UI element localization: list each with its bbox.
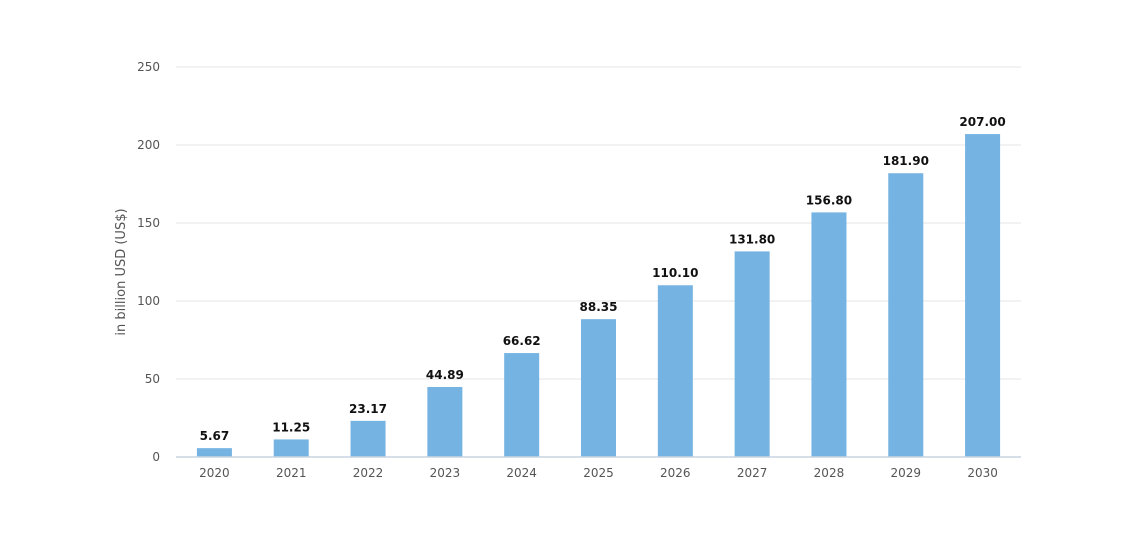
y-tick-label: 0 xyxy=(152,450,160,464)
data-label-2022: 23.17 xyxy=(349,402,387,416)
bar-2027[interactable] xyxy=(734,251,770,457)
data-label-2026: 110.10 xyxy=(652,266,698,280)
bars xyxy=(196,134,1001,457)
x-tick-label: 2025 xyxy=(583,466,614,480)
data-label-2028: 156.80 xyxy=(806,193,852,207)
x-tick-label: 2020 xyxy=(199,466,230,480)
data-label-2023: 44.89 xyxy=(426,368,464,382)
bar-2030[interactable] xyxy=(965,134,1001,457)
y-tick-label: 100 xyxy=(137,294,160,308)
gridlines xyxy=(176,66,1021,380)
data-label-2030: 207.00 xyxy=(959,115,1005,129)
data-label-2027: 131.80 xyxy=(729,232,775,246)
y-axis-ticks: 0 50 100 150 200 250 xyxy=(137,60,160,464)
data-labels: 5.67 11.25 23.17 44.89 66.62 88.35 110.10 131.8… xyxy=(200,115,1006,443)
bar-2025[interactable] xyxy=(581,319,616,457)
data-label-2029: 181.90 xyxy=(883,154,929,168)
x-tick-label: 2028 xyxy=(814,466,845,480)
x-tick-label: 2026 xyxy=(660,466,691,480)
bar-2022[interactable] xyxy=(350,420,386,457)
y-tick-label: 200 xyxy=(137,138,160,152)
x-axis-ticks: 2020 2021 2022 2023 2024 2025 2026 2027 2028 2029… xyxy=(199,466,998,480)
bar-2021[interactable] xyxy=(273,439,309,457)
data-label-2024: 66.62 xyxy=(503,334,541,348)
y-axis-title: in billion USD (US$) xyxy=(114,208,129,335)
x-tick-label: 2021 xyxy=(276,466,307,480)
x-tick-label: 2029 xyxy=(890,466,921,480)
x-tick-label: 2024 xyxy=(506,466,537,480)
x-tick-label: 2022 xyxy=(353,466,384,480)
y-tick-label: 150 xyxy=(137,216,160,230)
bar-2026[interactable] xyxy=(657,285,693,457)
bar-2029[interactable] xyxy=(888,173,924,457)
y-tick-label: 50 xyxy=(145,372,160,386)
x-tick-label: 2030 xyxy=(967,466,998,480)
bar-2028[interactable] xyxy=(811,212,847,457)
data-label-2020: 5.67 xyxy=(200,429,230,443)
bar-2024[interactable] xyxy=(504,353,540,457)
x-tick-label: 2027 xyxy=(737,466,768,480)
bar-2020[interactable] xyxy=(196,448,232,457)
data-label-2025: 88.35 xyxy=(580,300,618,314)
data-label-2021: 11.25 xyxy=(272,420,310,434)
x-tick-label: 2023 xyxy=(430,466,461,480)
y-tick-label: 250 xyxy=(137,60,160,74)
bar-2023[interactable] xyxy=(427,386,463,457)
